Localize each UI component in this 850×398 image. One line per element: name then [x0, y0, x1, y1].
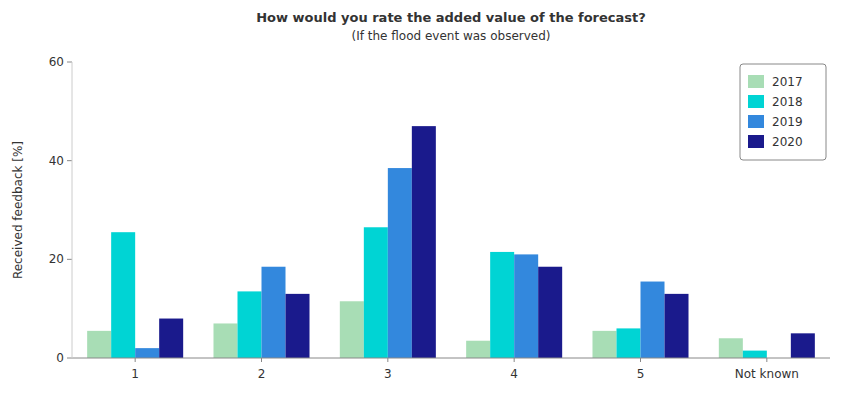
bar	[665, 294, 689, 358]
bar	[262, 267, 286, 358]
legend-label: 2019	[772, 115, 803, 129]
bar	[87, 331, 111, 358]
bar	[616, 328, 640, 358]
x-tick	[135, 358, 136, 362]
x-tick-label: Not known	[735, 367, 799, 381]
legend-swatch	[748, 95, 764, 108]
y-axis-line	[72, 62, 73, 358]
x-tick-label: 1	[131, 367, 139, 381]
x-tick-label: 3	[384, 367, 392, 381]
x-tick	[766, 358, 767, 362]
bar	[213, 323, 237, 358]
bar	[743, 351, 767, 358]
legend-swatch	[748, 135, 764, 148]
legend-frame	[740, 64, 826, 160]
y-tick	[67, 259, 72, 260]
y-tick-label: 0	[56, 351, 64, 365]
y-tick-label: 40	[49, 154, 64, 168]
legend-label: 2020	[772, 135, 803, 149]
bar	[135, 348, 159, 358]
bar	[159, 319, 183, 358]
y-tick	[67, 62, 72, 63]
bar	[514, 254, 538, 358]
y-axis-label: Received feedback [%]	[11, 141, 25, 279]
bar	[641, 282, 665, 358]
x-tick	[261, 358, 262, 362]
bar	[791, 333, 815, 358]
y-tick-label: 20	[49, 252, 64, 266]
bar	[237, 291, 261, 358]
bar	[719, 338, 743, 358]
bar	[592, 331, 616, 358]
x-tick-label: 5	[637, 367, 645, 381]
legend-label: 2018	[772, 95, 803, 109]
bar	[538, 267, 562, 358]
x-tick	[514, 358, 515, 362]
subtitle: (If the flood event was observed)	[352, 29, 551, 43]
x-tick	[387, 358, 388, 362]
bars	[87, 126, 815, 358]
x-axis: 1 2 3 4 5 Not known	[72, 62, 830, 381]
legend-label: 2017	[772, 75, 803, 89]
y-axis: 0 20 40 60	[49, 55, 72, 365]
bar	[364, 227, 388, 358]
chart-container: How would you rate the added value of th…	[0, 0, 850, 398]
chart-svg: How would you rate the added value of th…	[0, 0, 850, 398]
legend-swatch	[748, 115, 764, 128]
y-tick-label: 60	[49, 55, 64, 69]
y-tick	[67, 358, 72, 359]
y-tick	[67, 160, 72, 161]
bar	[466, 341, 490, 358]
x-tick-label: 4	[510, 367, 518, 381]
bar	[412, 126, 436, 358]
bar	[286, 294, 310, 358]
bar	[490, 252, 514, 358]
bar	[340, 301, 364, 358]
title: How would you rate the added value of th…	[256, 10, 646, 25]
legend: 2017 2018 2019 2020	[740, 64, 826, 160]
x-tick-label: 2	[258, 367, 266, 381]
x-axis-line	[72, 358, 830, 359]
bar	[111, 232, 135, 358]
legend-swatch	[748, 75, 764, 88]
bar	[388, 168, 412, 358]
x-tick	[640, 358, 641, 362]
